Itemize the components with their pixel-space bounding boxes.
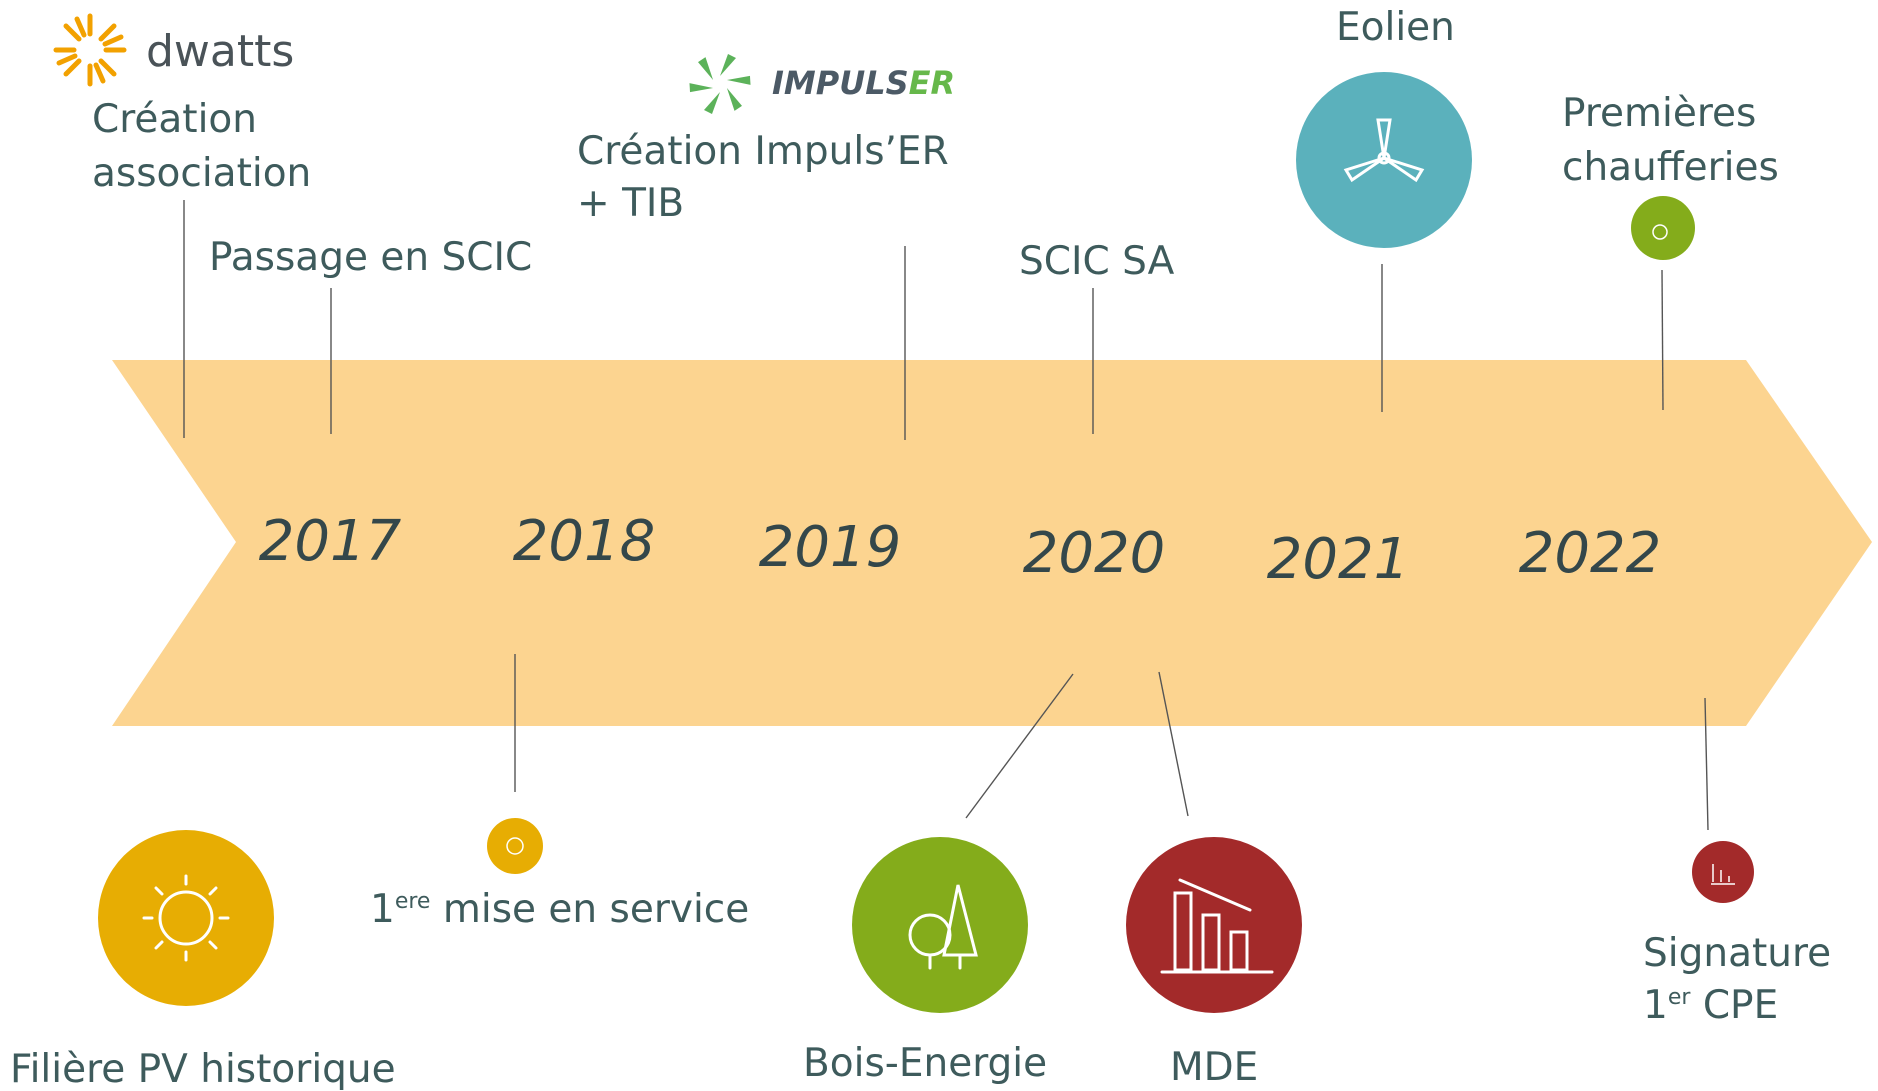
dwatts-text: dwatts (146, 26, 294, 77)
year: 2019 (759, 515, 902, 580)
event-label: association (92, 151, 311, 196)
years: 2017 2018 2019 2020 2021 2022 (259, 509, 1662, 592)
year: 2017 (259, 509, 402, 574)
chaufferie-small-icon (1631, 196, 1695, 260)
timeline-arrow (112, 360, 1872, 726)
connectors (183, 200, 1709, 831)
year: 2020 (1023, 521, 1166, 586)
pv-icon (98, 830, 274, 1006)
event-label: Création Impuls’ER (577, 129, 949, 174)
year: 2018 (513, 509, 656, 574)
event-label: SCIC SA (1019, 239, 1175, 284)
bois-icon (852, 837, 1028, 1013)
pv-small-icon (487, 818, 543, 874)
event-label: + TIB (577, 181, 684, 226)
year: 2022 (1519, 521, 1662, 586)
event-label: chaufferies (1562, 145, 1779, 190)
event-label: 1er CPE (1643, 983, 1778, 1028)
impulser-text: IMPULSER (772, 64, 955, 102)
event-label: Passage en SCIC (209, 235, 532, 280)
event-label: Bois-Energie (803, 1041, 1047, 1086)
year: 2021 (1267, 527, 1410, 592)
event-label: Signature (1643, 931, 1831, 976)
event-label: 1ere mise en service (370, 887, 749, 932)
event-label: Premières (1562, 91, 1756, 136)
cpe-small-icon (1692, 841, 1754, 903)
dwatts-logo: dwatts (53, 13, 294, 87)
eolien-icon (1296, 72, 1472, 248)
impulser-logo: IMPULSER (689, 54, 955, 114)
event-label: Filière PV historique (10, 1047, 396, 1091)
mde-icon (1126, 837, 1302, 1013)
event-label: MDE (1170, 1045, 1258, 1090)
event-label: Eolien (1336, 5, 1455, 50)
event-label: Création (92, 97, 257, 142)
